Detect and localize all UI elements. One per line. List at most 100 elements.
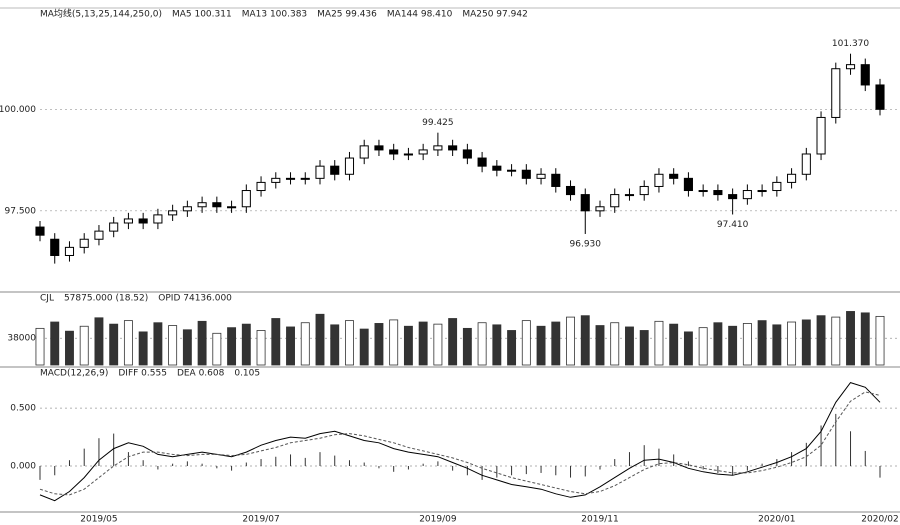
volume-bar bbox=[816, 315, 826, 366]
candle-body bbox=[595, 206, 605, 212]
volume-bar bbox=[846, 311, 855, 366]
candle-body bbox=[300, 177, 310, 180]
candle-body bbox=[271, 177, 281, 183]
volume-bar bbox=[625, 326, 634, 366]
price-annotation: 96.930 bbox=[570, 239, 602, 249]
volume-bar bbox=[860, 312, 870, 366]
candle-body bbox=[153, 214, 163, 224]
volume-bar bbox=[551, 321, 561, 366]
volume-bar bbox=[109, 323, 119, 366]
volume-bar bbox=[595, 325, 605, 366]
volume-bar bbox=[271, 318, 281, 366]
price-annotation: 101.370 bbox=[832, 39, 869, 49]
candle-body bbox=[448, 145, 458, 151]
candle-body bbox=[256, 181, 266, 192]
volume-bar bbox=[50, 321, 60, 366]
volume-bar bbox=[168, 325, 178, 366]
x-tick-label: 2019/07 bbox=[242, 515, 279, 525]
volume-bar bbox=[698, 327, 708, 366]
candle-body bbox=[551, 173, 561, 187]
candle-body bbox=[138, 218, 148, 224]
x-tick-label: 2019/09 bbox=[419, 515, 457, 525]
candle-body bbox=[197, 202, 207, 208]
macd-line bbox=[39, 391, 881, 496]
candle-body bbox=[536, 173, 546, 179]
volume-bar bbox=[79, 325, 89, 366]
volume-bar bbox=[448, 318, 458, 366]
panel-header: 57875.000 (18.52) bbox=[64, 294, 148, 304]
candle-body bbox=[875, 84, 885, 110]
panel-header: MA25 99.436 bbox=[317, 10, 377, 20]
volume-bar bbox=[182, 329, 192, 366]
panel-header: 0.105 bbox=[234, 369, 260, 379]
x-tick-label: 2020/01 bbox=[758, 515, 795, 525]
candle-body bbox=[182, 206, 192, 212]
volume-bar bbox=[35, 327, 45, 366]
volume-bar bbox=[153, 322, 163, 366]
panel-header: MA均线(5,13,25,144,250,0) bbox=[40, 8, 162, 20]
candle-body bbox=[565, 185, 576, 196]
volume-bar bbox=[831, 316, 841, 366]
volume-bar bbox=[757, 320, 767, 366]
x-tick-label: 2019/11 bbox=[581, 515, 618, 525]
panel-header: MA250 97.942 bbox=[462, 10, 527, 20]
panel-header: MA5 100.311 bbox=[172, 10, 232, 20]
y-tick-label: 38000 bbox=[7, 334, 36, 344]
candle-body bbox=[639, 185, 649, 196]
y-tick-label: 100.000 bbox=[0, 105, 36, 115]
volume-bar bbox=[507, 330, 517, 366]
macd-line bbox=[39, 382, 881, 502]
volume-bar bbox=[492, 324, 502, 366]
volume-bar bbox=[138, 331, 148, 366]
candle-body bbox=[507, 169, 517, 172]
panel-header: MA144 98.410 bbox=[387, 10, 453, 20]
candle-body bbox=[403, 153, 413, 156]
volume-bar bbox=[212, 332, 222, 366]
panel-header: MA13 100.383 bbox=[242, 10, 307, 20]
y-tick-label: 0.000 bbox=[10, 462, 36, 472]
candle-body bbox=[801, 153, 811, 175]
volume-bar bbox=[713, 322, 723, 366]
volume-bar bbox=[433, 323, 443, 366]
panel-header: MACD(12,26,9) bbox=[40, 369, 108, 379]
candle-body bbox=[374, 145, 384, 151]
volume-bar bbox=[300, 322, 310, 366]
volume-bar bbox=[65, 330, 74, 366]
candle-body bbox=[344, 157, 355, 175]
volume-bar bbox=[374, 323, 384, 366]
candle-body bbox=[757, 190, 767, 193]
candle-body bbox=[285, 177, 296, 180]
candle-body bbox=[330, 165, 340, 175]
volume-bar bbox=[742, 323, 752, 366]
volume-bar bbox=[227, 327, 237, 366]
candle-body bbox=[94, 230, 104, 240]
candle-body bbox=[64, 246, 75, 256]
volume-bar bbox=[359, 328, 369, 366]
candle-body bbox=[241, 190, 251, 208]
candle-body bbox=[227, 206, 237, 209]
volume-bar bbox=[330, 324, 340, 366]
panel-header: DIFF 0.555 bbox=[118, 369, 167, 379]
panel-header: CJL bbox=[40, 294, 54, 304]
volume-bar bbox=[197, 320, 207, 366]
panel-header: OPID 74136.000 bbox=[158, 294, 232, 304]
candle-body bbox=[610, 194, 620, 208]
candle-body bbox=[831, 68, 841, 118]
candle-body bbox=[315, 165, 325, 179]
x-tick-label: 2020/02 bbox=[861, 515, 898, 525]
volume-bar bbox=[875, 315, 885, 366]
candle-body bbox=[860, 64, 870, 86]
volume-bar bbox=[801, 319, 811, 366]
candle-body bbox=[212, 202, 222, 208]
volume-bar bbox=[772, 324, 782, 366]
volume-bar bbox=[315, 313, 325, 366]
candle-body bbox=[669, 173, 679, 179]
candle-body bbox=[168, 210, 178, 216]
candle-body bbox=[477, 157, 487, 167]
candle-body bbox=[698, 190, 708, 193]
candle-body bbox=[845, 64, 856, 70]
volume-bar bbox=[403, 325, 413, 366]
candle-body bbox=[654, 173, 664, 187]
